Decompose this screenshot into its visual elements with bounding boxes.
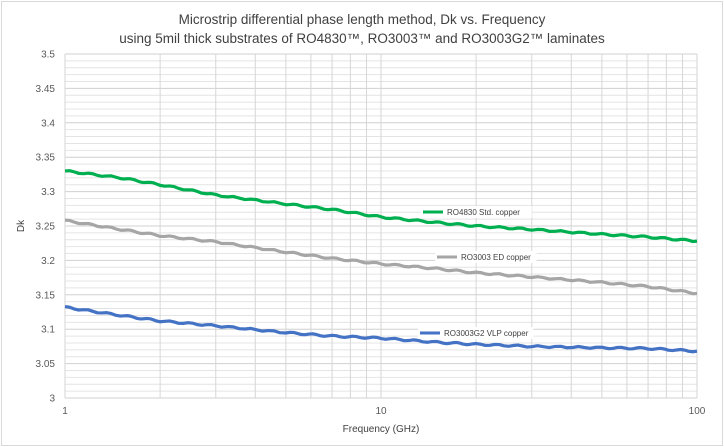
- chart-subtitle: using 5mil thick substrates of RO4830™, …: [119, 31, 605, 46]
- legend-background: [435, 251, 537, 263]
- x-tick-label: 10: [375, 406, 387, 417]
- y-tick-label: 3.35: [36, 153, 56, 164]
- series-line-2: [64, 304, 698, 354]
- y-tick-label: 3: [49, 394, 55, 405]
- y-tick-label: 3.3: [41, 187, 55, 198]
- series-lines: [64, 169, 698, 354]
- legend-background: [421, 206, 532, 218]
- legend-background: [418, 327, 534, 339]
- y-tick-labels: 3 3.05 3.1 3.15 3.2 3.25 3.3 3.35 3.4 3.45 3.5: [36, 50, 56, 405]
- legend-label: RO3003G2 VLP copper: [444, 329, 529, 338]
- series-line-0: [64, 169, 698, 244]
- x-tick-label: 1: [62, 406, 68, 417]
- legend: RO4830 Std. copper RO3003 ED copper RO3003…: [418, 206, 537, 339]
- y-tick-label: 3.25: [36, 222, 56, 233]
- x-tick-labels: 1 10 100: [62, 406, 706, 417]
- x-tick-label: 100: [689, 406, 706, 417]
- y-tick-label: 3.1: [41, 325, 55, 336]
- chart-title: Microstrip differential phase length met…: [179, 12, 546, 27]
- y-tick-label: 3.45: [36, 84, 56, 95]
- y-tick-label: 3.5: [41, 50, 55, 61]
- y-tick-label: 3.2: [41, 256, 55, 267]
- y-tick-label: 3.05: [36, 359, 56, 370]
- y-tick-label: 3.15: [36, 290, 56, 301]
- y-axis-label: Dk: [16, 219, 27, 232]
- y-tick-label: 3.4: [41, 118, 55, 129]
- legend-label: RO3003 ED copper: [461, 253, 531, 262]
- legend-label: RO4830 Std. copper: [447, 208, 520, 217]
- x-axis-label: Frequency (GHz): [343, 424, 420, 435]
